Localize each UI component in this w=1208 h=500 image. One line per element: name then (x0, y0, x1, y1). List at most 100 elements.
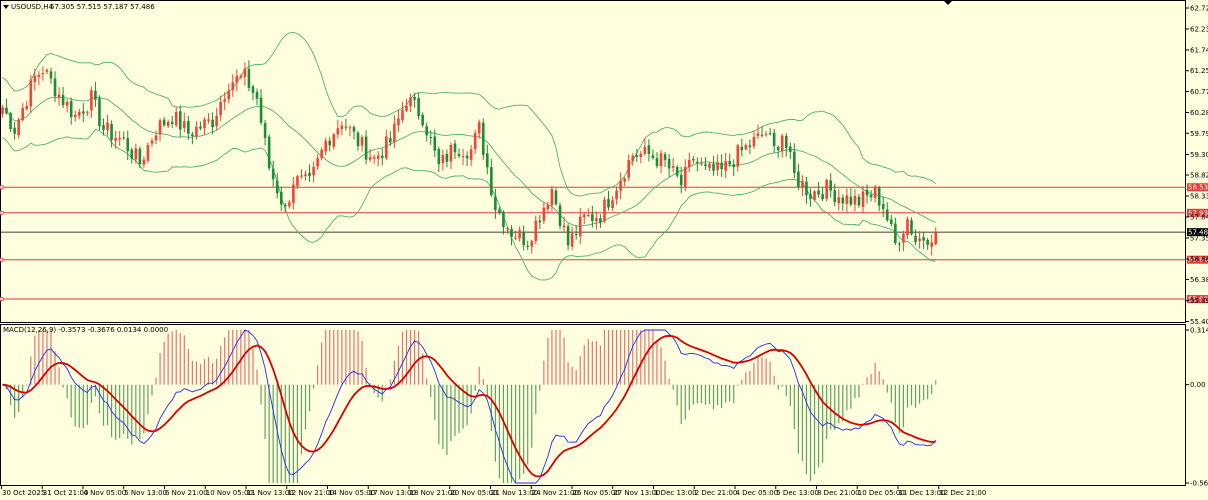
level-price-label: 55.924 (1188, 296, 1208, 304)
time-tick-label: 4 Nov 05:00 (84, 489, 127, 497)
candle-body (65, 101, 69, 106)
candle-body (494, 196, 497, 211)
candle-body (587, 214, 590, 216)
bollinger-bands (2, 32, 936, 281)
time-tick-label: 2 Dec 21:00 (695, 489, 738, 497)
candle-body (13, 127, 16, 134)
candle-body (639, 153, 643, 158)
current-price-tag (1187, 228, 1208, 237)
candlesticks (1, 60, 938, 256)
candle-body (255, 91, 259, 99)
candle-body (599, 218, 602, 223)
symbol-dropdown-icon[interactable] (3, 5, 9, 9)
candle-body (288, 202, 291, 207)
level-price-label: 56.843 (1188, 256, 1208, 264)
time-tick-label: 17 Nov 13:00 (369, 489, 416, 497)
candle-body (841, 197, 845, 204)
candle-body (857, 196, 861, 206)
bollinger-middle (2, 96, 936, 227)
candle-body (461, 156, 465, 158)
candle-body (797, 171, 800, 187)
candle-body (772, 132, 776, 146)
candle-body (776, 146, 780, 151)
candle-body (425, 126, 428, 136)
candle-body (764, 134, 768, 136)
level-anchor (0, 185, 4, 190)
candle-body (393, 123, 396, 143)
candle-body (437, 148, 441, 165)
candle-body (320, 149, 323, 159)
candle-body (922, 237, 925, 241)
candle-body (356, 132, 360, 147)
time-tick-label: 8 Dec 21:00 (817, 489, 860, 497)
price-tick-label: 62.230 (1190, 25, 1208, 33)
price-tick-label: 60.280 (1190, 109, 1208, 117)
candle-body (445, 153, 449, 162)
time-tick-label: 14 Nov 05:00 (328, 489, 375, 497)
candle-body (102, 125, 105, 130)
candle-body (126, 138, 130, 152)
candle-body (760, 134, 764, 136)
current-price-label: 57.486 (1188, 229, 1208, 237)
candle-body (267, 136, 271, 169)
candle-body (122, 137, 125, 139)
candle-body (336, 128, 340, 135)
candle-body (304, 174, 307, 176)
candle-body (651, 155, 655, 159)
candle-body (562, 225, 566, 228)
candle-body (49, 71, 53, 79)
candle-body (611, 200, 614, 208)
candle-body (211, 119, 214, 128)
shift-marker-icon[interactable] (944, 1, 952, 5)
candle-body (106, 122, 109, 131)
candle-body (183, 121, 186, 128)
candle-body (360, 137, 364, 146)
candle-body (401, 110, 404, 120)
macd-axis: 0.3145 0.00 -0.5655 (1186, 327, 1208, 488)
candle-body (704, 164, 707, 167)
candle-body (659, 153, 663, 167)
candle-body (833, 190, 837, 202)
candle-body (57, 94, 61, 98)
candle-body (130, 149, 134, 159)
candle-body (696, 161, 699, 164)
candle-body (498, 209, 501, 213)
candle-body (821, 194, 824, 200)
candle-body (817, 190, 820, 195)
candle-body (720, 162, 723, 169)
candle-body (275, 180, 279, 194)
level-price-label: 57.938 (1188, 209, 1208, 217)
horizontal-levels: 58.535 57.938 56.843 55.924 57.486 (0, 183, 1208, 304)
candle-body (86, 111, 89, 113)
candle-body (114, 138, 117, 141)
candle-body (514, 237, 517, 239)
price-tick-label: 59.300 (1190, 151, 1208, 159)
candle-body (510, 228, 513, 237)
candle-body (926, 240, 929, 245)
price-tick-label: 59.795 (1190, 130, 1208, 138)
time-tick-label: 30 Oct 2025 (2, 489, 45, 497)
candle-body (45, 69, 49, 72)
candle-body (603, 199, 606, 222)
candle-body (877, 187, 881, 206)
candle-body (292, 184, 295, 204)
price-tick-label: 58.820 (1190, 172, 1208, 180)
candle-body (251, 86, 255, 93)
time-tick-label: 31 Oct 21:00 (43, 489, 89, 497)
candle-body (667, 158, 671, 169)
candle-body (647, 145, 651, 154)
level-anchor (0, 210, 4, 215)
candle-body (615, 190, 618, 200)
candle-body (683, 166, 687, 187)
candle-body (417, 98, 420, 117)
time-tick-label: 10 Dec 05:00 (858, 489, 905, 497)
candle-body (77, 111, 81, 116)
candle-body (789, 146, 792, 153)
candle-body (328, 140, 332, 146)
macd-lines (2, 329, 937, 484)
candle-body (481, 122, 485, 155)
candle-body (643, 146, 647, 154)
candle-body (655, 158, 659, 167)
candle-body (150, 140, 154, 144)
